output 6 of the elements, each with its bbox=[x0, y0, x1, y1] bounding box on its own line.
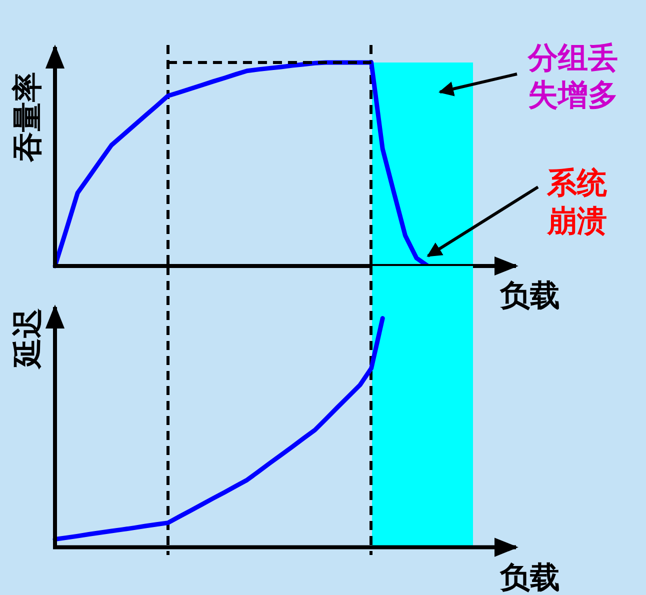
y-axis-title: 延迟 bbox=[12, 308, 44, 370]
text: 系统崩溃 bbox=[546, 166, 608, 238]
text: 分组丢失增多 bbox=[527, 42, 618, 112]
x-axis-title: 负载 bbox=[499, 562, 560, 594]
y-axis-title: 吞量率 bbox=[10, 72, 44, 163]
x-axis-title: 负载 bbox=[499, 280, 560, 312]
